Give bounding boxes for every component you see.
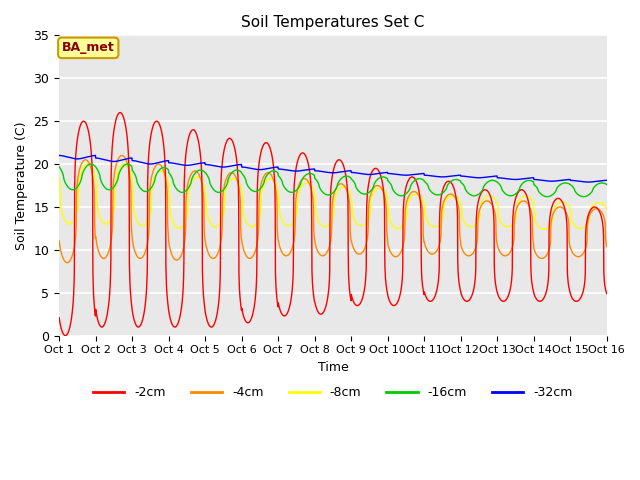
Y-axis label: Soil Temperature (C): Soil Temperature (C) bbox=[15, 121, 28, 250]
Title: Soil Temperatures Set C: Soil Temperatures Set C bbox=[241, 15, 424, 30]
Legend: -2cm, -4cm, -8cm, -16cm, -32cm: -2cm, -4cm, -8cm, -16cm, -32cm bbox=[88, 382, 578, 405]
X-axis label: Time: Time bbox=[317, 361, 348, 374]
Text: BA_met: BA_met bbox=[62, 41, 115, 54]
